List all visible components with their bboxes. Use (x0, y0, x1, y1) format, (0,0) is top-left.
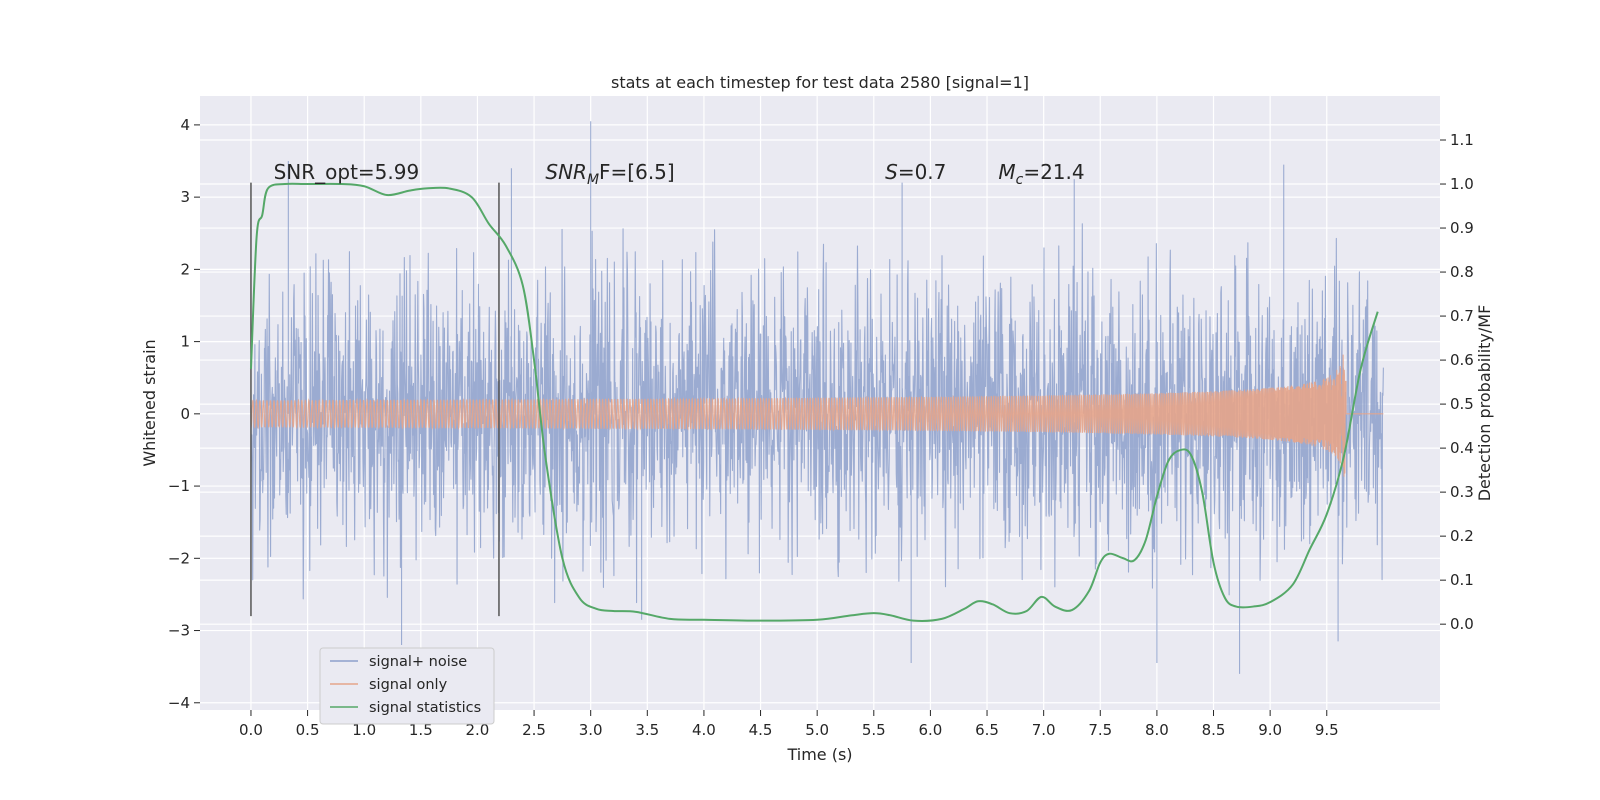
annotation-s-value: S=0.7 (885, 160, 946, 184)
y-tick-label: 0 (180, 405, 190, 423)
y-tick-label: 4 (180, 116, 190, 134)
x-tick-label: 3.0 (579, 721, 603, 739)
y2-tick-label: 1.0 (1450, 175, 1474, 193)
legend-label-signal-noise: signal+ noise (369, 654, 467, 670)
y-tick-label: 2 (180, 260, 190, 278)
x-tick-label: 5.5 (862, 721, 886, 739)
x-tick-label: 7.5 (1088, 721, 1112, 739)
annotations: SNR_opt=5.99 SNRMF=[6.5] S=0.7 Mc=21.4 (274, 160, 1085, 188)
chart-title: stats at each timestep for test data 258… (611, 73, 1029, 92)
x-tick-label: 5.0 (805, 721, 829, 739)
signal-noise-line (250, 121, 1384, 674)
x-tick-label: 0.0 (239, 721, 263, 739)
y2-tick-label: 0.6 (1450, 351, 1474, 369)
y-tick-label: 3 (180, 188, 190, 206)
x-tick-label: 0.5 (296, 721, 320, 739)
y2-axis-label: Detection probability/MF (1475, 305, 1494, 502)
y-tick-label: −2 (168, 549, 190, 567)
y2-tick-label: 0.8 (1450, 263, 1474, 281)
axes-ticks: 0.0 0.5 1.0 1.5 2.0 2.5 3.0 3.5 4.0 4.5 5.0 5.5 6.0 6… (168, 116, 1474, 739)
x-tick-label: 7.0 (1032, 721, 1056, 739)
y-tick-label: −1 (168, 477, 190, 495)
x-tick-label: 9.5 (1315, 721, 1339, 739)
x-tick-label: 4.0 (692, 721, 716, 739)
signal-only-series (250, 354, 1384, 477)
x-tick-label: 9.0 (1258, 721, 1282, 739)
annotation-snr-mf: SNRMF=[6.5] (545, 160, 674, 188)
y2-tick-label: 0.0 (1450, 615, 1474, 633)
y2-tick-label: 0.2 (1450, 527, 1474, 545)
y-tick-label: −4 (168, 694, 190, 712)
x-tick-label: 2.0 (466, 721, 490, 739)
annotation-mc-value: Mc=21.4 (998, 160, 1084, 188)
annotation-snr-opt: SNR_opt=5.99 (274, 160, 420, 184)
y-tick-label: −3 (168, 622, 190, 640)
signal-statistics-line (249, 182, 1379, 622)
legend-label-signal-statistics: signal statistics (369, 700, 481, 716)
legend: signal+ noise signal only signal statist… (319, 647, 495, 725)
y2-tick-label: 0.4 (1450, 439, 1474, 457)
y2-tick-label: 0.9 (1450, 219, 1474, 237)
x-tick-label: 6.0 (918, 721, 942, 739)
y-tick-label: 1 (180, 333, 190, 351)
x-tick-label: 6.5 (975, 721, 999, 739)
y2-tick-label: 0.7 (1450, 307, 1474, 325)
y2-tick-label: 1.1 (1450, 131, 1474, 149)
y2-tick-label: 0.3 (1450, 483, 1474, 501)
legend-label-signal-only: signal only (369, 677, 448, 693)
x-axis-label: Time (s) (786, 745, 852, 764)
vertical-markers (250, 182, 500, 617)
x-tick-label: 4.5 (749, 721, 773, 739)
x-tick-label: 1.0 (352, 721, 376, 739)
signal-statistics-series (249, 182, 1379, 622)
x-tick-label: 1.5 (409, 721, 433, 739)
x-tick-label: 8.5 (1202, 721, 1226, 739)
y-axis-label: Whitened strain (140, 339, 159, 466)
legend-box (319, 647, 495, 725)
x-tick-label: 8.0 (1145, 721, 1169, 739)
y2-tick-label: 0.1 (1450, 571, 1474, 589)
signal-only-line (250, 354, 1384, 477)
y2-tick-label: 0.5 (1450, 395, 1474, 413)
x-tick-label: 2.5 (522, 721, 546, 739)
signal-noise-series (250, 121, 1384, 674)
x-tick-label: 3.5 (635, 721, 659, 739)
